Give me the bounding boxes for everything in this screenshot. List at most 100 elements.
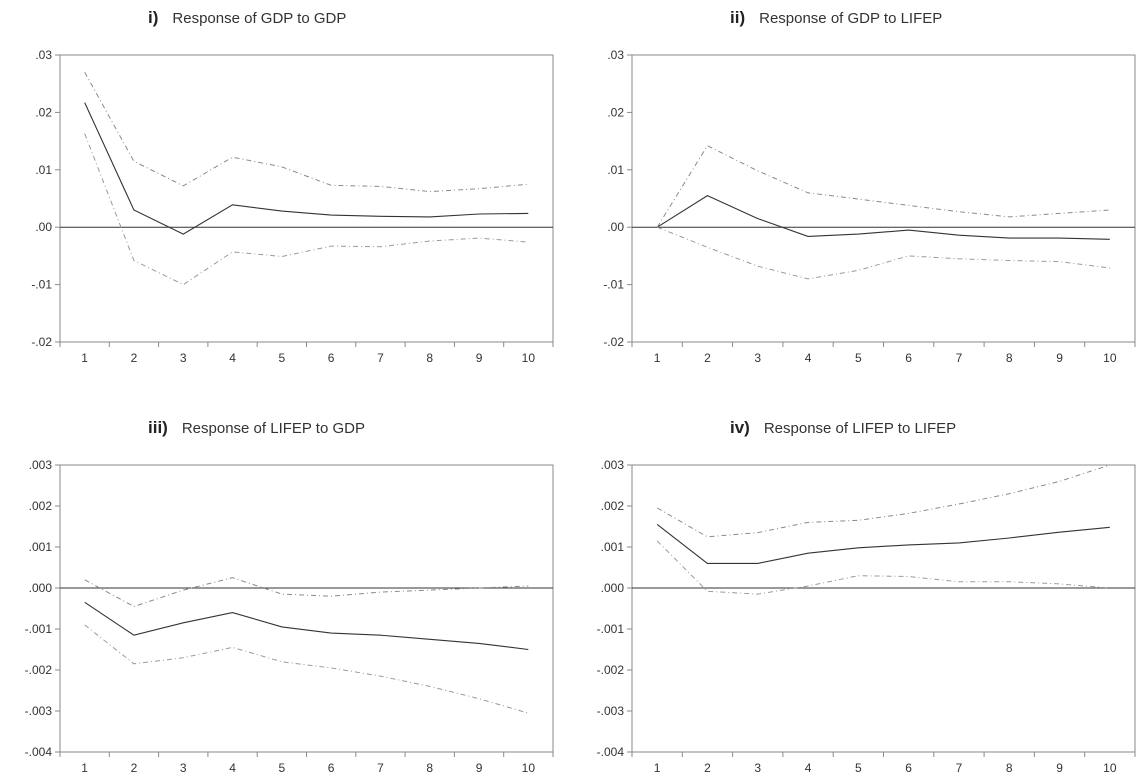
x-tick-label: 2 xyxy=(131,351,138,365)
x-tick-label: 8 xyxy=(1006,351,1013,365)
lower-band-line xyxy=(657,226,1110,280)
plot-frame xyxy=(631,54,1136,343)
y-tick-label: .002 xyxy=(29,499,53,513)
y-tick-label: .03 xyxy=(607,48,624,62)
chart-plot: .003 .002 .001 .000 -.001 -.002 -.003 -.004 1 2 3 4… xyxy=(597,458,1136,775)
x-tick-label: 9 xyxy=(1056,761,1063,775)
chart-title: ii) Response of GDP to LIFEP xyxy=(730,8,942,28)
lower-band-line xyxy=(84,624,529,714)
y-tick-label: -.004 xyxy=(597,745,625,759)
x-tick-label: 5 xyxy=(279,761,286,775)
x-tick-label: 9 xyxy=(476,351,483,365)
chart-plot: .003 .002 .001 .000 -.001 -.002 -.003 -.004 1 2 3 4… xyxy=(25,458,554,775)
x-tick-label: 1 xyxy=(654,351,661,365)
y-tick-label: -.002 xyxy=(597,663,625,677)
y-tick-label: -.001 xyxy=(25,622,53,636)
chart-title-text: Response of GDP to LIFEP xyxy=(759,10,943,27)
y-tick-label: .02 xyxy=(607,105,624,119)
y-tick-label: -.02 xyxy=(603,335,624,349)
y-tick-label: .003 xyxy=(601,458,625,472)
y-tick-label: -.01 xyxy=(31,278,52,292)
chart-title-text: Response of LIFEP to LIFEP xyxy=(763,420,957,437)
x-tick-label: 2 xyxy=(704,351,711,365)
x-tick-label: 3 xyxy=(180,351,187,365)
x-tick-label: 4 xyxy=(229,351,236,365)
x-tick-label: 1 xyxy=(81,351,88,365)
y-tick-label: .001 xyxy=(29,540,53,554)
x-tick-label: 8 xyxy=(1006,761,1013,775)
y-tick-label: -.002 xyxy=(25,663,53,677)
chart-title-text: Response of GDP to GDP xyxy=(172,10,347,27)
x-tick-label: 2 xyxy=(131,761,138,775)
chart-title: iii) Response of LIFEP to GDP xyxy=(148,418,365,438)
x-tick-label: 8 xyxy=(426,351,433,365)
x-tick-label: 3 xyxy=(754,761,761,775)
lower-band-line xyxy=(84,133,529,286)
chart-number: i) xyxy=(148,8,159,27)
plot-frame xyxy=(631,464,1136,753)
lower-band-line xyxy=(656,540,1110,595)
y-tick-label: .01 xyxy=(35,163,52,177)
x-tick-label: 3 xyxy=(754,351,761,365)
y-tick-label: .001 xyxy=(601,540,625,554)
upper-band-line xyxy=(84,577,529,608)
y-tick-label: .02 xyxy=(35,105,52,119)
chart-panel-lifep-to-lifep: iv) Response of LIFEP to LIFEP .003.002.0… xyxy=(582,412,1143,782)
y-tick-label: .002 xyxy=(601,499,625,513)
x-tick-label: 7 xyxy=(377,761,384,775)
upper-band-line xyxy=(656,145,1110,228)
upper-band-line xyxy=(656,464,1110,538)
x-tick-label: 4 xyxy=(805,761,812,775)
y-tick-label: -.003 xyxy=(25,704,53,718)
x-tick-label: 1 xyxy=(81,761,88,775)
x-tick-label: 7 xyxy=(377,351,384,365)
x-tick-label: 5 xyxy=(855,351,862,365)
x-tick-label: 2 xyxy=(704,761,711,775)
chart-number: iii) xyxy=(148,418,168,437)
plot-frame xyxy=(59,54,554,343)
upper-band-line xyxy=(84,71,529,193)
x-tick-label: 3 xyxy=(180,761,187,775)
y-tick-label: .00 xyxy=(607,220,624,234)
chart-number: iv) xyxy=(730,418,750,437)
y-tick-label: -.001 xyxy=(597,622,625,636)
chart-plot: .03 .02 .01 .00 -.01 -.02 1 2 3 4 5 6 7 8 9 10 xyxy=(603,48,1136,365)
chart-panel-lifep-to-gdp: iii) Response of LIFEP to GDP .003.002.00… xyxy=(0,412,560,782)
response-line xyxy=(656,523,1110,564)
x-tick-label: 4 xyxy=(229,761,236,775)
x-tick-label: 6 xyxy=(328,761,335,775)
y-tick-label: -.003 xyxy=(597,704,625,718)
y-tick-label: .003 xyxy=(29,458,53,472)
y-tick-label: -.01 xyxy=(603,278,624,292)
response-line xyxy=(84,102,529,235)
x-tick-label: 10 xyxy=(1103,351,1117,365)
response-line xyxy=(656,194,1110,240)
y-tick-label: .000 xyxy=(601,581,625,595)
x-tick-label: 9 xyxy=(476,761,483,775)
response-line xyxy=(84,601,529,651)
y-tick-label: -.004 xyxy=(25,745,53,759)
y-tick-label: .000 xyxy=(29,581,53,595)
x-tick-label: 7 xyxy=(956,351,963,365)
chart-plot: .03 .02 .01 .00 -.01 -.02 1 2 3 4 5 6 7 8 9 10 xyxy=(31,48,554,365)
chart-panel-gdp-to-gdp: i) Response of GDP to GDP .03 .02 .01 .00 -.0… xyxy=(0,0,560,380)
chart-title: iv) Response of LIFEP to LIFEP xyxy=(730,418,956,438)
y-tick-label: .00 xyxy=(35,220,52,234)
x-tick-label: 7 xyxy=(956,761,963,775)
x-tick-label: 6 xyxy=(328,351,335,365)
x-tick-label: 6 xyxy=(905,351,912,365)
x-tick-label: 10 xyxy=(522,761,536,775)
x-tick-label: 1 xyxy=(654,761,661,775)
y-tick-label: .03 xyxy=(35,48,52,62)
x-tick-label: 5 xyxy=(855,761,862,775)
chart-title-text: Response of LIFEP to GDP xyxy=(181,420,365,437)
x-tick-label: 8 xyxy=(426,761,433,775)
x-tick-label: 5 xyxy=(279,351,286,365)
x-tick-label: 10 xyxy=(522,351,536,365)
y-tick-label: -.02 xyxy=(31,335,52,349)
x-tick-label: 6 xyxy=(905,761,912,775)
chart-title: i) Response of GDP to GDP xyxy=(148,8,346,28)
x-tick-label: 10 xyxy=(1103,761,1117,775)
chart-number: ii) xyxy=(730,8,746,27)
chart-panel-gdp-to-lifep: ii) Response of GDP to LIFEP .03 .02 .01 .00… xyxy=(582,0,1143,380)
